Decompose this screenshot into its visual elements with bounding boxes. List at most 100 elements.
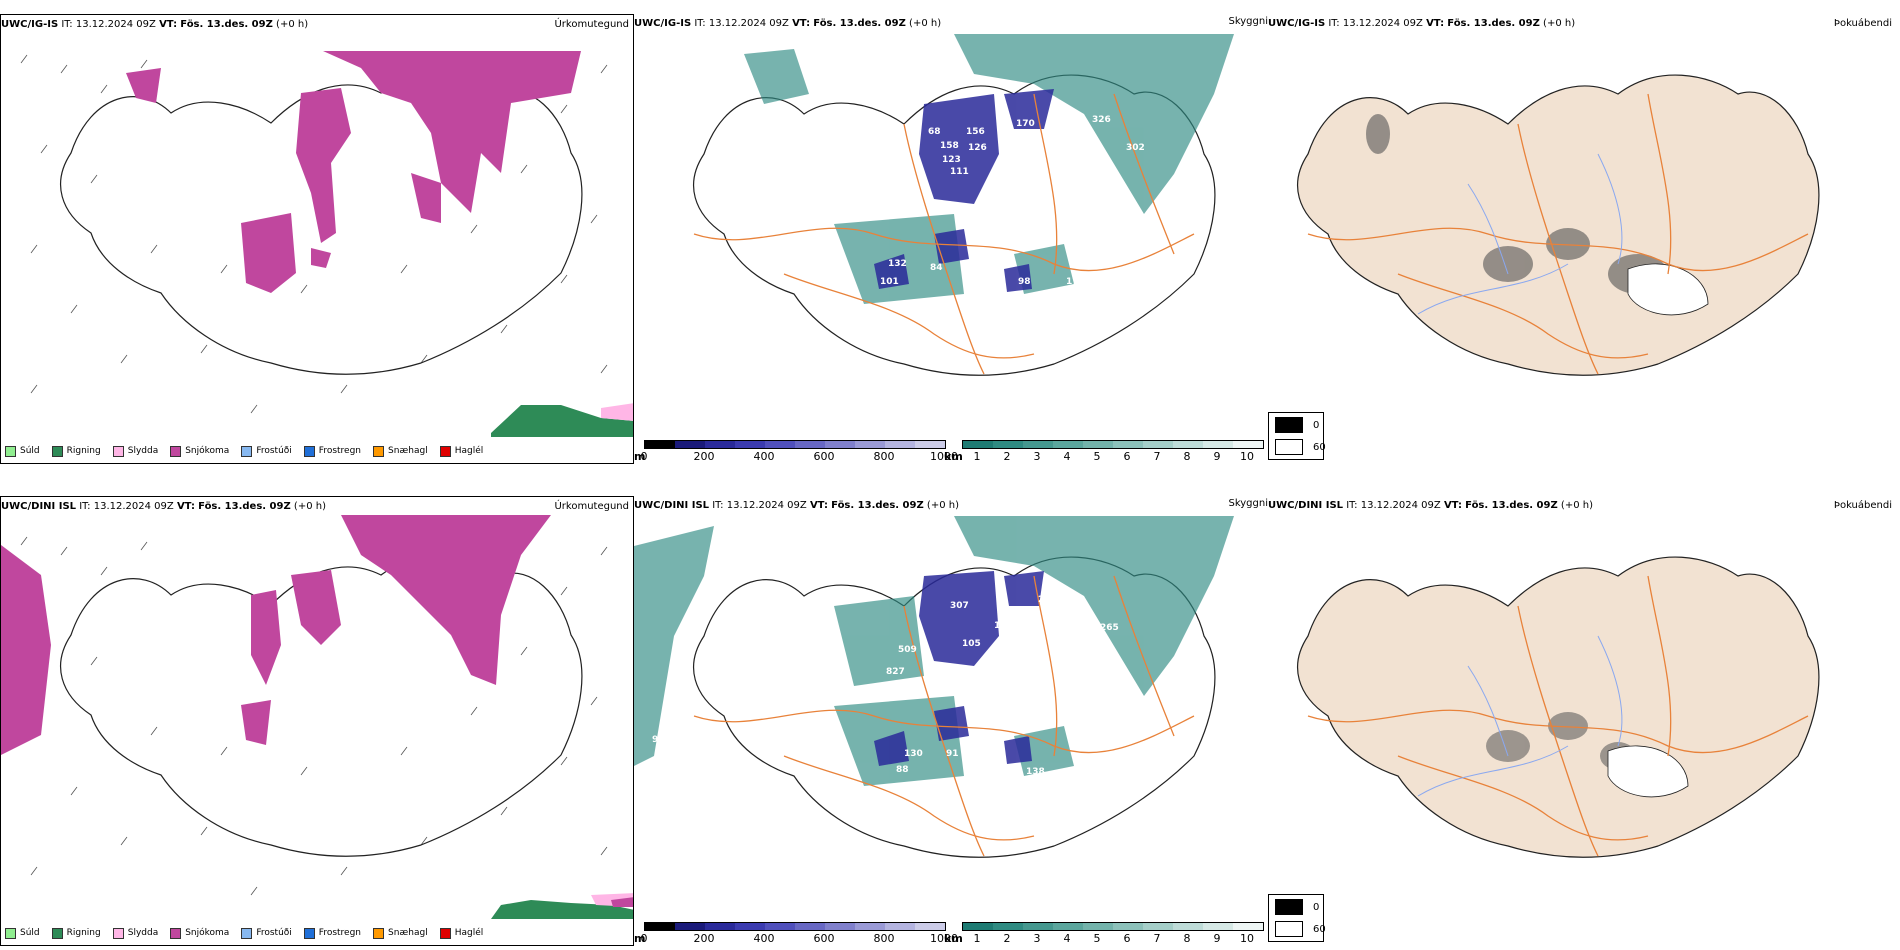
fog-legend-label: 60 bbox=[1313, 923, 1326, 935]
colorbar-tick: 10 bbox=[1240, 932, 1254, 945]
cloudbase-value: 302 bbox=[1126, 143, 1145, 153]
panel-title: Skyggni bbox=[1228, 498, 1268, 509]
colorbar-cell bbox=[885, 441, 915, 448]
legend-label: Haglél bbox=[454, 446, 484, 456]
legend-label: Frostregn bbox=[318, 928, 362, 938]
legend-label: Súld bbox=[20, 446, 40, 456]
colorbar-cell bbox=[1053, 923, 1083, 930]
legend-item-rigning: Rigning bbox=[51, 927, 101, 939]
cloudbase-value: 111 bbox=[950, 167, 969, 177]
legend-label: Haglél bbox=[454, 928, 484, 938]
colorbar-cell bbox=[1203, 441, 1233, 448]
cloudbase-value: 105 bbox=[962, 639, 981, 649]
cloudbase-value: 11 bbox=[1004, 607, 1017, 617]
colorbar-tick: 0 bbox=[640, 450, 648, 463]
panel-header: UWC/DINI ISL IT: 13.12.2024 09Z VT: Fös.… bbox=[1268, 500, 1593, 511]
cloudbase-value: 509 bbox=[898, 645, 917, 655]
colorbar-cell bbox=[735, 923, 765, 930]
colorbar-cell bbox=[795, 441, 825, 448]
colorbar-tick: 1 bbox=[973, 932, 981, 945]
fog-panel-1: UWC/IG-IS IT: 13.12.2024 09Z VT: Fös. 13… bbox=[1268, 14, 1900, 464]
cloudbase-value: 233 bbox=[758, 157, 777, 167]
panel-title: Þokuábendi bbox=[1833, 500, 1892, 511]
cloudbase-value: 307 bbox=[950, 601, 969, 611]
cloudbase-value: 170 bbox=[1016, 119, 1035, 129]
fog-legend-swatch bbox=[1275, 417, 1303, 433]
colorbar-tick: 0 bbox=[640, 932, 648, 945]
colorbar-cell bbox=[1233, 923, 1263, 930]
colorbar-cell bbox=[855, 923, 885, 930]
legend-swatch bbox=[241, 445, 253, 457]
cloud-map: 68 156 170 209 326 158 123 126 111 125 302 09 55 132 8… bbox=[693, 34, 1234, 376]
panel-title: Skyggni bbox=[1228, 16, 1268, 27]
colorbar-tick: 9 bbox=[1213, 450, 1221, 463]
legend-item-frostregn: Frostregn bbox=[303, 445, 361, 457]
legend-label: Slydda bbox=[127, 446, 159, 456]
colorbar-cell bbox=[1083, 923, 1113, 930]
legend-item-haglél: Haglél bbox=[439, 927, 484, 939]
panel-title: Úrkomutegund bbox=[554, 19, 629, 30]
colorbar-cell bbox=[705, 441, 735, 448]
colorbar-cell bbox=[765, 441, 795, 448]
colorbar-tick: 1000 bbox=[930, 450, 958, 463]
colorbar-tick: 1 bbox=[973, 450, 981, 463]
fog-legend-swatch bbox=[1275, 921, 1303, 937]
colorbar-tick: 7 bbox=[1153, 932, 1161, 945]
fog-legend-row: 60 bbox=[1275, 439, 1326, 455]
fog-legend-swatch bbox=[1275, 899, 1303, 915]
colorbar-tick: 400 bbox=[753, 932, 775, 945]
colorbar-cell bbox=[1173, 441, 1203, 448]
cloudbase-value: 50 bbox=[954, 669, 967, 679]
colorbar-tick: 2 bbox=[1003, 450, 1011, 463]
colorbar-cell bbox=[915, 441, 945, 448]
colorbar-cell bbox=[675, 441, 705, 448]
legend-swatch bbox=[5, 927, 16, 939]
colorbar-cell bbox=[1143, 441, 1173, 448]
cloudbase-value: 101 bbox=[880, 277, 899, 287]
colorbar-cell bbox=[1203, 923, 1233, 930]
colorbar-tick: 600 bbox=[813, 932, 835, 945]
precip-map bbox=[1, 515, 633, 919]
legend-label: Súld bbox=[20, 928, 40, 938]
cloudbase-value: 125 bbox=[1020, 143, 1039, 153]
colorbar-cell bbox=[645, 441, 675, 448]
fog-legend-label: 60 bbox=[1313, 441, 1326, 453]
legend-item-súld: Súld bbox=[5, 445, 40, 457]
colorbar-tick: 400 bbox=[753, 450, 775, 463]
colorbar-tick: 9 bbox=[1213, 932, 1221, 945]
colorbar-cell bbox=[1173, 923, 1203, 930]
colorbar-cell bbox=[993, 923, 1023, 930]
legend-label: Slydda bbox=[127, 928, 159, 938]
legend-item-snjókoma: Snjókoma bbox=[170, 927, 229, 939]
colorbar-cell bbox=[1113, 923, 1143, 930]
cloudbase-value: 123 bbox=[942, 155, 961, 165]
colorbar-cell bbox=[1143, 923, 1173, 930]
colorbar-cell bbox=[915, 923, 945, 930]
colorbar-tick: 200 bbox=[693, 932, 715, 945]
cloud-panel-2: UWC/DINI ISL IT: 13.12.2024 09Z VT: Fös.… bbox=[634, 496, 1268, 946]
colorbar-cell bbox=[963, 923, 993, 930]
cloudbase-value: 156 bbox=[966, 127, 985, 137]
legend-item-snjókoma: Snjókoma bbox=[170, 445, 230, 457]
legend-label: Snjókoma bbox=[185, 446, 230, 456]
cloudbase-value: 130 bbox=[904, 749, 923, 759]
colorbar-tick: 1000 bbox=[930, 932, 958, 945]
panel-header: UWC/IG-IS IT: 13.12.2024 09Z VT: Fös. 13… bbox=[1268, 18, 1576, 29]
colorbar-cell bbox=[1053, 441, 1083, 448]
colorbar-tick: 600 bbox=[813, 450, 835, 463]
colorbar-tick: 800 bbox=[873, 450, 895, 463]
colorbar-cell bbox=[645, 923, 675, 930]
cloudbase-value: 91 bbox=[946, 749, 959, 759]
panel-title: Þokuábendi bbox=[1833, 18, 1892, 29]
legend-swatch bbox=[241, 927, 253, 939]
legend-label: Frostúði bbox=[256, 928, 292, 938]
panel-title: Úrkomutegund bbox=[554, 501, 629, 512]
cloudbase-value: 55 bbox=[1072, 203, 1085, 213]
colorbar-tick: 8 bbox=[1183, 932, 1191, 945]
colorbar-cell bbox=[1233, 441, 1263, 448]
cloudbase-value: 126 bbox=[968, 143, 987, 153]
cloudbase-value: 132 bbox=[888, 259, 907, 269]
legend-item-rigning: Rigning bbox=[51, 445, 101, 457]
panel-header: UWC/DINI ISL IT: 13.12.2024 09Z VT: Fös.… bbox=[634, 500, 959, 511]
legend-swatch bbox=[5, 445, 16, 457]
